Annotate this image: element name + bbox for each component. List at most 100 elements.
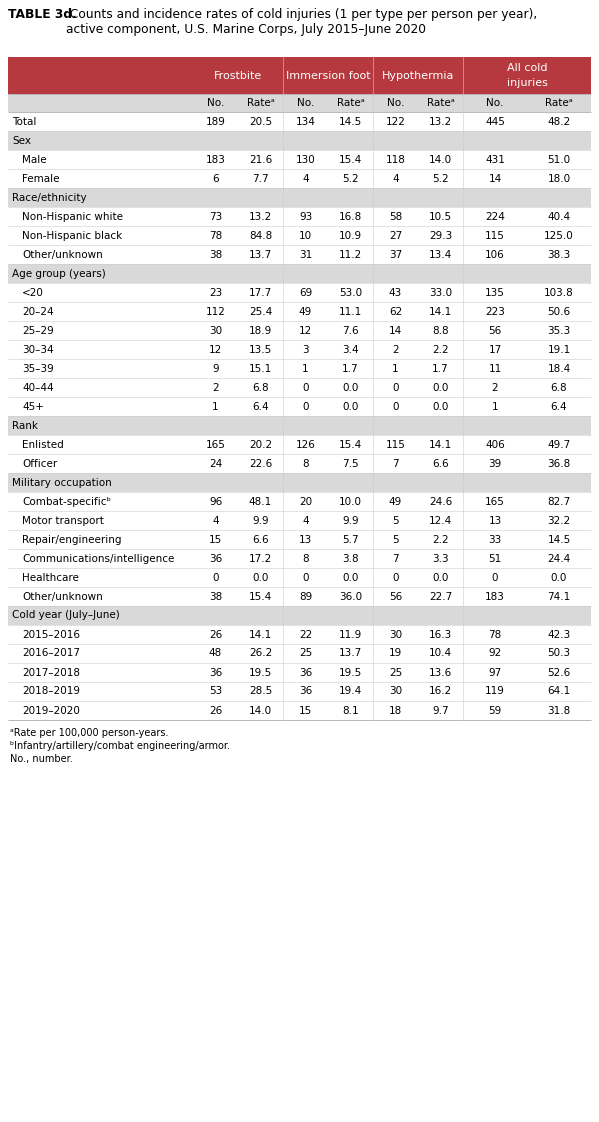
Text: Race/ethnicity: Race/ethnicity (12, 193, 87, 202)
Text: 8.1: 8.1 (342, 706, 359, 716)
Text: Enlisted: Enlisted (22, 440, 63, 450)
Text: 64.1: 64.1 (547, 687, 571, 697)
Text: 1: 1 (212, 402, 219, 412)
Text: 38: 38 (209, 249, 222, 259)
Text: 3.4: 3.4 (342, 344, 359, 355)
Text: 73: 73 (209, 212, 222, 221)
Text: 40–44: 40–44 (22, 383, 54, 393)
Text: 40.4: 40.4 (547, 212, 571, 221)
Bar (8, 435, 591, 454)
Text: 2: 2 (492, 383, 498, 393)
Text: Rank: Rank (12, 421, 38, 431)
Text: 31: 31 (299, 249, 312, 259)
Text: 183: 183 (485, 591, 505, 601)
Text: 3: 3 (302, 344, 309, 355)
Text: 30: 30 (209, 325, 222, 335)
Text: 30: 30 (389, 687, 402, 697)
Text: 14: 14 (488, 174, 501, 184)
Text: 15.4: 15.4 (249, 591, 272, 601)
Text: 9.7: 9.7 (432, 706, 449, 716)
Text: 13: 13 (488, 515, 501, 525)
Text: 78: 78 (209, 230, 222, 240)
Text: 6.4: 6.4 (252, 402, 269, 412)
Text: 14.0: 14.0 (249, 706, 272, 716)
Text: 16.3: 16.3 (429, 629, 452, 640)
Text: 5: 5 (392, 534, 399, 544)
Text: 8.8: 8.8 (432, 325, 449, 335)
Text: 35–39: 35–39 (22, 364, 54, 374)
Text: 26: 26 (209, 629, 222, 640)
Text: 0: 0 (212, 572, 219, 582)
Text: 38: 38 (209, 591, 222, 601)
Text: 19.1: 19.1 (547, 344, 571, 355)
Text: 5.7: 5.7 (342, 534, 359, 544)
Text: 11.2: 11.2 (339, 249, 362, 259)
Text: No., number.: No., number. (10, 754, 72, 764)
Text: Age group (years): Age group (years) (12, 268, 106, 278)
Text: 35.3: 35.3 (547, 325, 571, 335)
Text: 56: 56 (389, 591, 402, 601)
Text: Other/unknown: Other/unknown (22, 591, 103, 601)
Text: 25: 25 (389, 668, 402, 678)
Text: 10.4: 10.4 (429, 649, 452, 659)
Text: 19.4: 19.4 (339, 687, 362, 697)
Text: 42.3: 42.3 (547, 629, 571, 640)
Text: 6.8: 6.8 (252, 383, 269, 393)
Text: 14.1: 14.1 (429, 440, 452, 450)
Text: 13.6: 13.6 (429, 668, 452, 678)
Bar (8, 511, 591, 530)
Text: 36.0: 36.0 (339, 591, 362, 601)
Text: 92: 92 (488, 649, 501, 659)
Text: 0.0: 0.0 (432, 383, 449, 393)
Text: No.: No. (207, 98, 224, 108)
Text: 5: 5 (392, 515, 399, 525)
Text: 6.4: 6.4 (550, 402, 567, 412)
Text: 2018–2019: 2018–2019 (22, 687, 80, 697)
Text: 122: 122 (386, 117, 406, 127)
Text: 4: 4 (212, 515, 219, 525)
Text: 24.4: 24.4 (547, 553, 571, 563)
Bar (8, 682, 591, 701)
Bar (8, 493, 591, 511)
Text: 4: 4 (392, 174, 399, 184)
Text: 45+: 45+ (22, 402, 44, 412)
Text: injuries: injuries (507, 77, 547, 88)
Text: 25–29: 25–29 (22, 325, 54, 335)
Bar (8, 606, 591, 625)
Text: 223: 223 (485, 306, 505, 316)
Text: 36: 36 (209, 553, 222, 563)
Text: 126: 126 (295, 440, 316, 450)
Text: 32.2: 32.2 (547, 515, 571, 525)
Bar (8, 473, 591, 493)
Text: 36.8: 36.8 (547, 459, 571, 469)
Text: No.: No. (297, 98, 314, 108)
Text: 2: 2 (212, 383, 219, 393)
Text: 11: 11 (488, 364, 501, 374)
Bar (8, 359, 591, 378)
Text: Hypothermia: Hypothermia (382, 71, 454, 81)
Text: 4: 4 (302, 515, 309, 525)
Text: Counts and incidence rates of cold injuries (1 per type per person per year),
ac: Counts and incidence rates of cold injur… (66, 8, 537, 36)
Text: 14.1: 14.1 (249, 629, 272, 640)
Text: Total: Total (12, 117, 37, 127)
Text: 445: 445 (485, 117, 505, 127)
Text: 82.7: 82.7 (547, 497, 571, 506)
Text: Motor transport: Motor transport (22, 515, 104, 525)
Bar (8, 283, 591, 302)
Text: 22.7: 22.7 (429, 591, 452, 601)
Bar (8, 264, 591, 283)
Text: 48.1: 48.1 (249, 497, 272, 506)
Bar (8, 94, 591, 112)
Text: 20.5: 20.5 (249, 117, 272, 127)
Bar (8, 150, 591, 169)
Text: 18.4: 18.4 (547, 364, 571, 374)
Text: 16.2: 16.2 (429, 687, 452, 697)
Text: 5.2: 5.2 (432, 174, 449, 184)
Bar (8, 131, 591, 150)
Bar (8, 340, 591, 359)
Text: 9: 9 (212, 364, 219, 374)
Text: 33.0: 33.0 (429, 287, 452, 297)
Text: 23: 23 (209, 287, 222, 297)
Text: 27: 27 (389, 230, 402, 240)
Text: 15.1: 15.1 (249, 364, 272, 374)
